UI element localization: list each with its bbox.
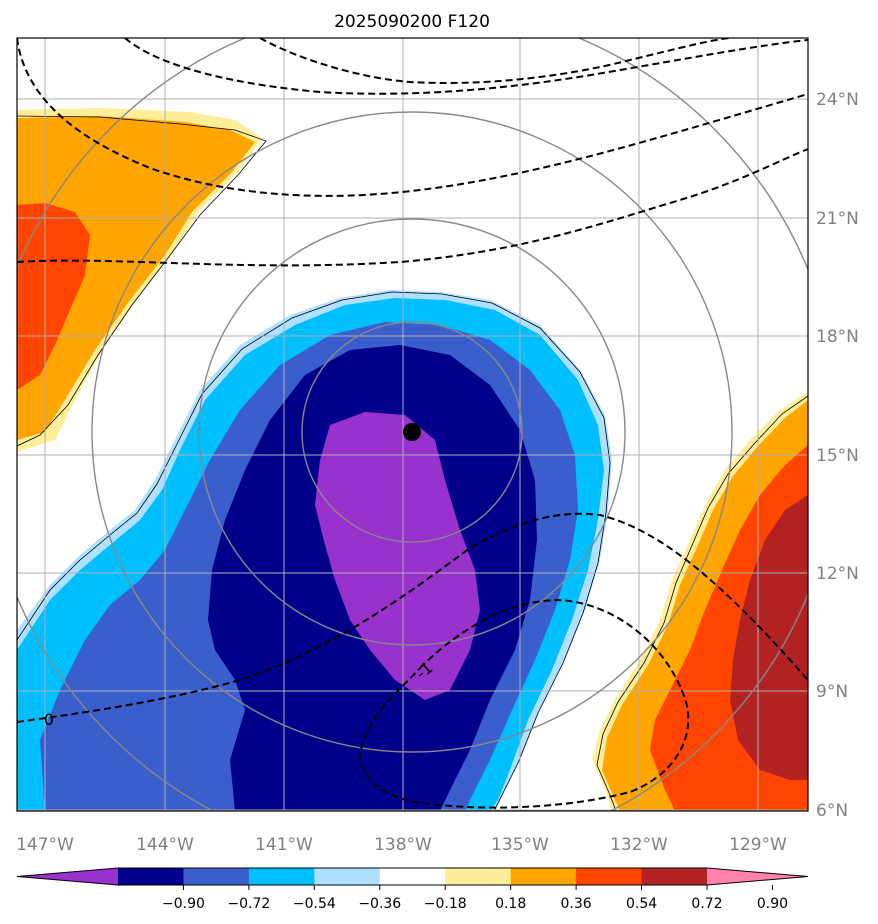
colorbar-segment (576, 868, 643, 885)
lon-label: 132°W (610, 835, 668, 855)
colorbar-segment (118, 868, 184, 885)
colorbar-segment (183, 868, 250, 885)
map-content: 0 -1 (17, 38, 808, 811)
colorbar-tick-label: 0.36 (561, 896, 592, 912)
colorbar-tick-label: 0.18 (495, 896, 526, 912)
map-title: 2025090200 F120 (334, 12, 490, 32)
colorbar-tick-label: −0.18 (424, 896, 467, 912)
colorbar-segment (248, 868, 315, 885)
storm-center-marker-icon (403, 423, 421, 441)
colorbar-segment (314, 868, 381, 885)
lat-label: 24°N (816, 90, 859, 110)
warm-anomaly-southeast (592, 392, 808, 811)
colorbar-outline (16, 867, 809, 886)
colorbar-tick-label: 0.90 (757, 896, 788, 912)
map-frame (16, 37, 809, 812)
colorbar-segment (641, 868, 708, 885)
range-rings (17, 38, 808, 811)
colorbar-segment (379, 868, 446, 885)
colorbar-tick-label: −0.54 (293, 896, 336, 912)
dashed-contours (17, 38, 808, 809)
colorbar-extend-low (17, 868, 118, 885)
colorbar-segment (510, 868, 577, 885)
lon-label: 138°W (374, 835, 432, 855)
contour-label-zero: 0 (44, 710, 54, 729)
lat-label: 15°N (816, 446, 859, 466)
cold-anomaly-center (17, 290, 612, 811)
latitude-labels: 24°N 21°N 18°N 15°N 12°N 9°N 6°N (816, 90, 859, 821)
colorbar-tick-label: 0.54 (626, 896, 657, 912)
colorbar-tick-label: −0.72 (227, 896, 270, 912)
colorbar-tick-label: 0.72 (691, 896, 722, 912)
colorbar-tick-label: −0.90 (162, 896, 205, 912)
lon-label: 147°W (16, 835, 74, 855)
lat-label: 6°N (816, 801, 848, 821)
lat-label: 9°N (816, 682, 848, 702)
map-panel: 0 -1 (16, 37, 809, 812)
colorbar-segment (445, 868, 512, 885)
lat-label: 12°N (816, 564, 859, 584)
gridlines (17, 38, 808, 811)
longitude-labels: 147°W 144°W 141°W 138°W 135°W 132°W 129°… (16, 835, 787, 855)
lon-label: 129°W (729, 835, 787, 855)
colorbar-extend-high (707, 868, 808, 885)
lat-label: 18°N (816, 327, 859, 347)
lon-label: 135°W (491, 835, 549, 855)
lat-label: 21°N (816, 209, 859, 229)
colorbar-tick-label: −0.36 (358, 896, 401, 912)
lon-label: 144°W (136, 835, 194, 855)
colorbar: −0.90 −0.72 −0.54 −0.36 −0.18 0.18 0.36 0.54 0.7… (16, 867, 809, 912)
lon-label: 141°W (255, 835, 313, 855)
